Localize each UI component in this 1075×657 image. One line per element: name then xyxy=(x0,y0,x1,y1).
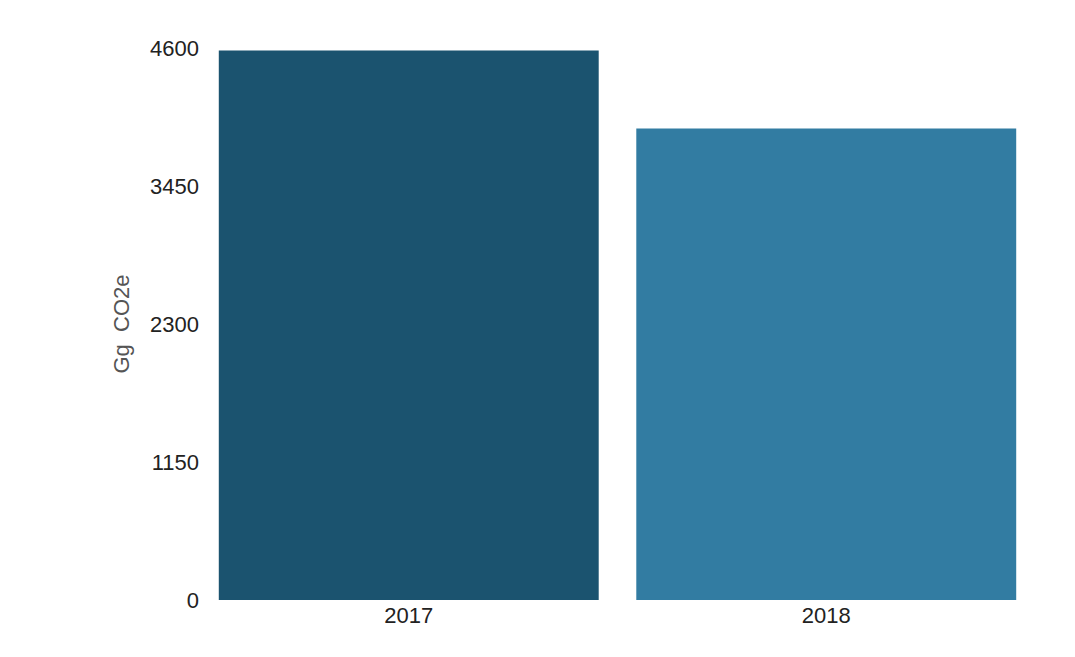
svg-text:3450: 3450 xyxy=(150,174,199,199)
svg-text:0: 0 xyxy=(187,588,199,613)
svg-text:1150: 1150 xyxy=(152,450,199,475)
svg-text:4600: 4600 xyxy=(150,36,199,61)
svg-text:2018: 2018 xyxy=(802,603,851,628)
svg-text:Gg CO2e: Gg CO2e xyxy=(109,274,134,373)
svg-text:2300: 2300 xyxy=(150,312,199,337)
svg-text:2017: 2017 xyxy=(384,603,433,628)
